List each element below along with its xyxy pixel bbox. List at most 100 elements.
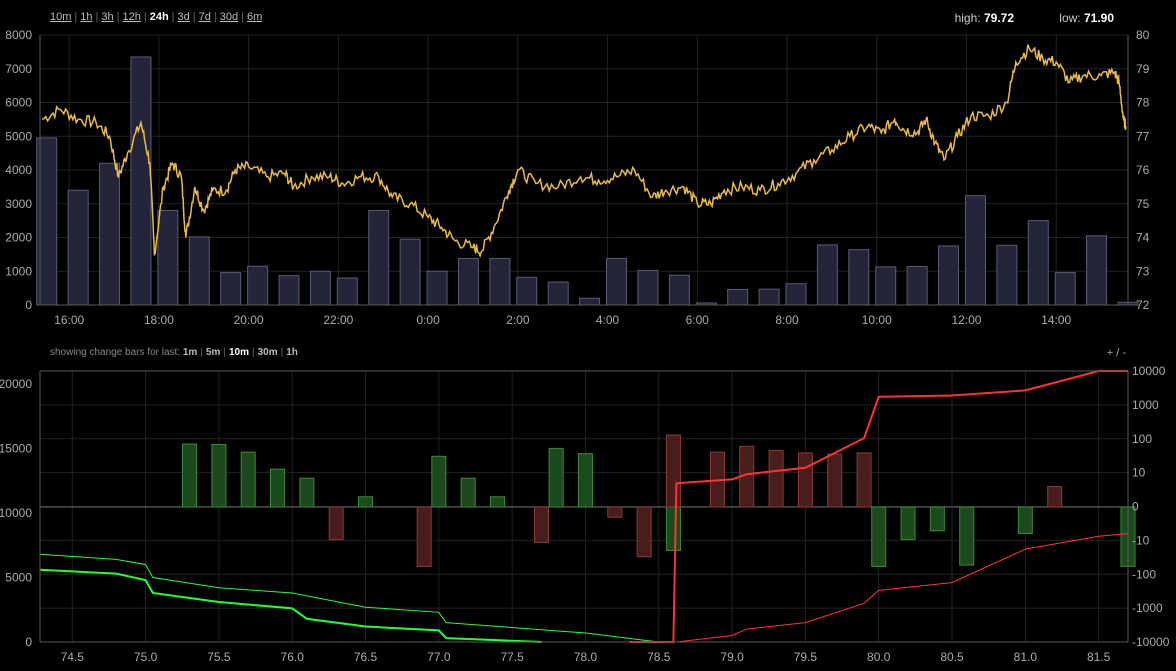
price-tick-label: 76.0 [281, 650, 305, 664]
change-bar [1017, 506, 1033, 534]
separator: | [223, 347, 226, 358]
volume-tick-label: 8000 [5, 28, 32, 42]
volume-tick-label: 6000 [5, 96, 32, 110]
separator: | [74, 11, 78, 23]
change-bars-1h[interactable]: 1h [286, 347, 298, 358]
separator: | [213, 11, 217, 23]
timeframe-3d[interactable]: 3d [177, 11, 190, 23]
change-tick-label: 100 [1132, 432, 1152, 446]
depth-tick-label: 20000 [0, 377, 32, 391]
zoom-separator: / [1116, 347, 1120, 359]
change-tick-label: 10 [1132, 466, 1146, 480]
depth-tick-label: 5000 [5, 570, 32, 584]
time-tick-label: 14:00 [1041, 313, 1071, 327]
change-bar [1047, 486, 1063, 508]
price-tick-label: 72 [1136, 298, 1150, 312]
price-line [41, 44, 1127, 259]
change-bar [240, 451, 256, 508]
separator: | [171, 11, 175, 23]
time-tick-label: 22:00 [323, 313, 353, 327]
separator: | [192, 11, 196, 23]
time-tick-label: 8:00 [775, 313, 799, 327]
change-bar [665, 434, 681, 508]
change-bar [431, 455, 447, 508]
price-tick-label: 78.0 [574, 650, 598, 664]
timeframe-3h[interactable]: 3h [101, 11, 114, 23]
time-tick-label: 10:00 [862, 313, 892, 327]
change-bar [929, 506, 945, 532]
change-bars-1m[interactable]: 1m [182, 347, 198, 358]
change-tick-label: 1000 [1132, 398, 1159, 412]
low-stat: low: 71.90 [1059, 11, 1114, 25]
ask-depth-line [629, 370, 1128, 643]
separator: | [280, 347, 284, 358]
change-bar [358, 496, 374, 508]
change-bar [665, 506, 681, 551]
time-tick-label: 6:00 [686, 313, 710, 327]
change-bar [856, 452, 872, 508]
change-bar [416, 506, 432, 567]
price-tick-label: 81.5 [1087, 650, 1111, 664]
change-bars-selector: showing change bars for last: 1m | 5m | 10m |… [50, 347, 298, 358]
timeframe-12h[interactable]: 12h [122, 11, 141, 23]
time-tick-label: 18:00 [144, 313, 174, 327]
timeframe-24h[interactable]: 24h [149, 11, 169, 23]
time-tick-label: 4:00 [596, 313, 620, 327]
zoom-out-button[interactable]: - [1122, 347, 1126, 359]
change-bar [797, 452, 813, 508]
separator: | [200, 347, 203, 358]
change-tick-label: 0 [1132, 500, 1139, 514]
change-bar [871, 506, 887, 567]
timeframe-30d[interactable]: 30d [219, 11, 239, 23]
change-bar [768, 449, 784, 508]
price-tick-label: 79.5 [794, 650, 818, 664]
price-tick-label: 80.0 [867, 650, 891, 664]
change-bar [827, 453, 843, 508]
price-tick-label: 77.5 [500, 650, 524, 664]
change-bar [636, 506, 652, 558]
change-bar [533, 506, 549, 543]
change-bar [548, 447, 564, 508]
change-bars-label: showing change bars for last: [50, 347, 183, 358]
high-stat: high: 79.72 [955, 11, 1014, 25]
price-tick-label: 78 [1136, 96, 1150, 110]
volume-tick-label: 7000 [5, 62, 32, 76]
price-tick-label: 75.5 [207, 650, 231, 664]
timeframe-selector: 10m | 1h | 3h | 12h | 24h | 3d | 7d | 30d | 6m [50, 11, 262, 23]
separator: | [116, 11, 120, 23]
price-tick-label: 76 [1136, 163, 1150, 177]
change-tick-label: -10 [1132, 533, 1150, 547]
separator: | [252, 347, 255, 358]
change-tick-label: -1000 [1132, 601, 1163, 615]
change-bars-30m[interactable]: 30m [257, 347, 278, 358]
volume-tick-label: 5000 [5, 129, 32, 143]
price-tick-label: 76.5 [354, 650, 378, 664]
depth-tick-label: 0 [25, 635, 32, 649]
low-value: 71.90 [1083, 11, 1114, 25]
ask-depth-line [629, 533, 1129, 643]
timeframe-7d[interactable]: 7d [198, 11, 211, 23]
change-bar [299, 477, 315, 508]
change-bars-5m[interactable]: 5m [205, 347, 221, 358]
separator: | [95, 11, 99, 23]
price-tick-label: 75 [1136, 197, 1150, 211]
price-tick-label: 80.5 [940, 650, 964, 664]
time-tick-label: 2:00 [506, 313, 530, 327]
zoom-in-button[interactable]: + [1106, 347, 1114, 359]
price-tick-label: 79.0 [720, 650, 744, 664]
price-tick-label: 78.5 [647, 650, 671, 664]
change-tick-label: 10000 [1132, 364, 1166, 378]
timeframe-6m[interactable]: 6m [246, 11, 263, 23]
change-bar [900, 506, 916, 540]
bid-depth-line [39, 553, 659, 643]
change-bar [959, 506, 975, 566]
time-tick-label: 0:00 [416, 313, 440, 327]
volume-tick-label: 4000 [5, 163, 32, 177]
change-bar [328, 506, 344, 540]
timeframe-10m[interactable]: 10m [50, 11, 72, 23]
change-bar [577, 453, 593, 508]
timeframe-1h[interactable]: 1h [80, 11, 93, 23]
price-tick-label: 81.0 [1014, 650, 1038, 664]
change-bars-10m[interactable]: 10m [228, 347, 249, 358]
